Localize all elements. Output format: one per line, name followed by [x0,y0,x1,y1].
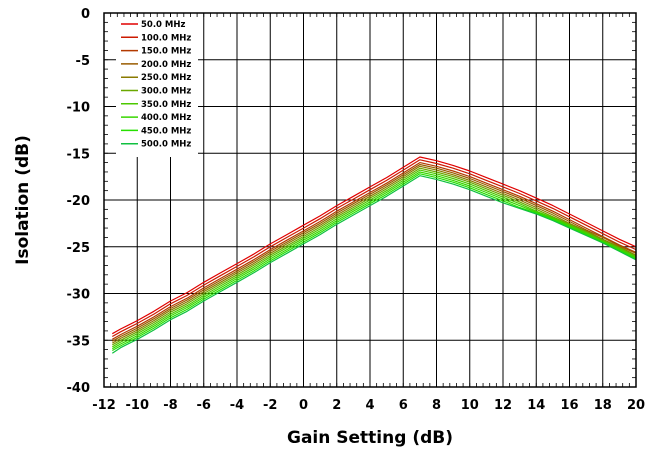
legend-label: 150.0 MHz [141,47,191,57]
x-tick-label: 4 [365,398,374,413]
legend-label: 200.0 MHz [141,60,191,70]
plot-frame [103,12,637,388]
y-tick-label: -40 [67,381,91,396]
legend-label: 450.0 MHz [141,126,191,136]
x-axis-title: Gain Setting (dB) [287,428,453,448]
y-axis-title: Isolation (dB) [13,135,33,265]
series-line [111,175,637,354]
x-tick-label: 8 [432,398,441,413]
x-tick-label: 18 [594,398,612,413]
y-tick-label: -20 [67,194,91,209]
x-tick-label: 16 [560,398,578,413]
x-tick-label: 0 [299,398,308,413]
legend-label: 400.0 MHz [141,113,191,123]
series-lines [111,156,637,354]
y-tick-label: -25 [67,241,91,256]
x-tick-label: 14 [527,398,545,413]
y-tick-label: -15 [67,147,91,162]
y-tick-label: -35 [67,334,91,349]
series-line [112,163,637,342]
x-tick-label: -12 [92,398,116,413]
x-tick-label: 12 [494,398,512,413]
y-tick-labels: 0 -5 -10 -15 -20 -25 -30 -35 -40 [67,7,91,396]
series-line [112,173,637,352]
y-tick-label: -10 [67,101,91,116]
x-tick-label: 6 [399,398,408,413]
series-line [112,171,637,350]
x-tick-label: -4 [230,398,244,413]
y-tick-label: -30 [67,288,91,303]
x-tick-label: -8 [163,398,177,413]
x-tick-label: 10 [461,398,479,413]
series-line [112,167,637,346]
legend-label: 250.0 MHz [141,73,191,83]
series-line [112,169,637,348]
legend: 50.0 MHz 100.0 MHz 150.0 MHz 200.0 MHz 250.0… [116,17,198,157]
x-tick-label: -2 [263,398,277,413]
x-tick-label: 20 [627,398,645,413]
x-tick-labels: -12 -10 -8 -6 -4 -2 0 2 4 6 8 10 12 14 16 18 20 [92,398,645,413]
series-line [112,162,637,340]
legend-label: 300.0 MHz [141,87,191,97]
legend-label: 50.0 MHz [141,20,186,30]
y-tick-label: 0 [81,7,90,22]
x-tick-label: -6 [197,398,211,413]
series-line [112,156,637,335]
y-tick-label: -5 [76,54,90,69]
legend-label: 100.0 MHz [141,33,191,43]
legend-label: 500.0 MHz [141,140,191,150]
x-tick-label: -10 [126,398,150,413]
series-line [112,165,637,344]
legend-label: 350.0 MHz [141,100,191,110]
legend-box [116,17,198,157]
series-line [112,159,637,338]
x-tick-label: 2 [332,398,341,413]
